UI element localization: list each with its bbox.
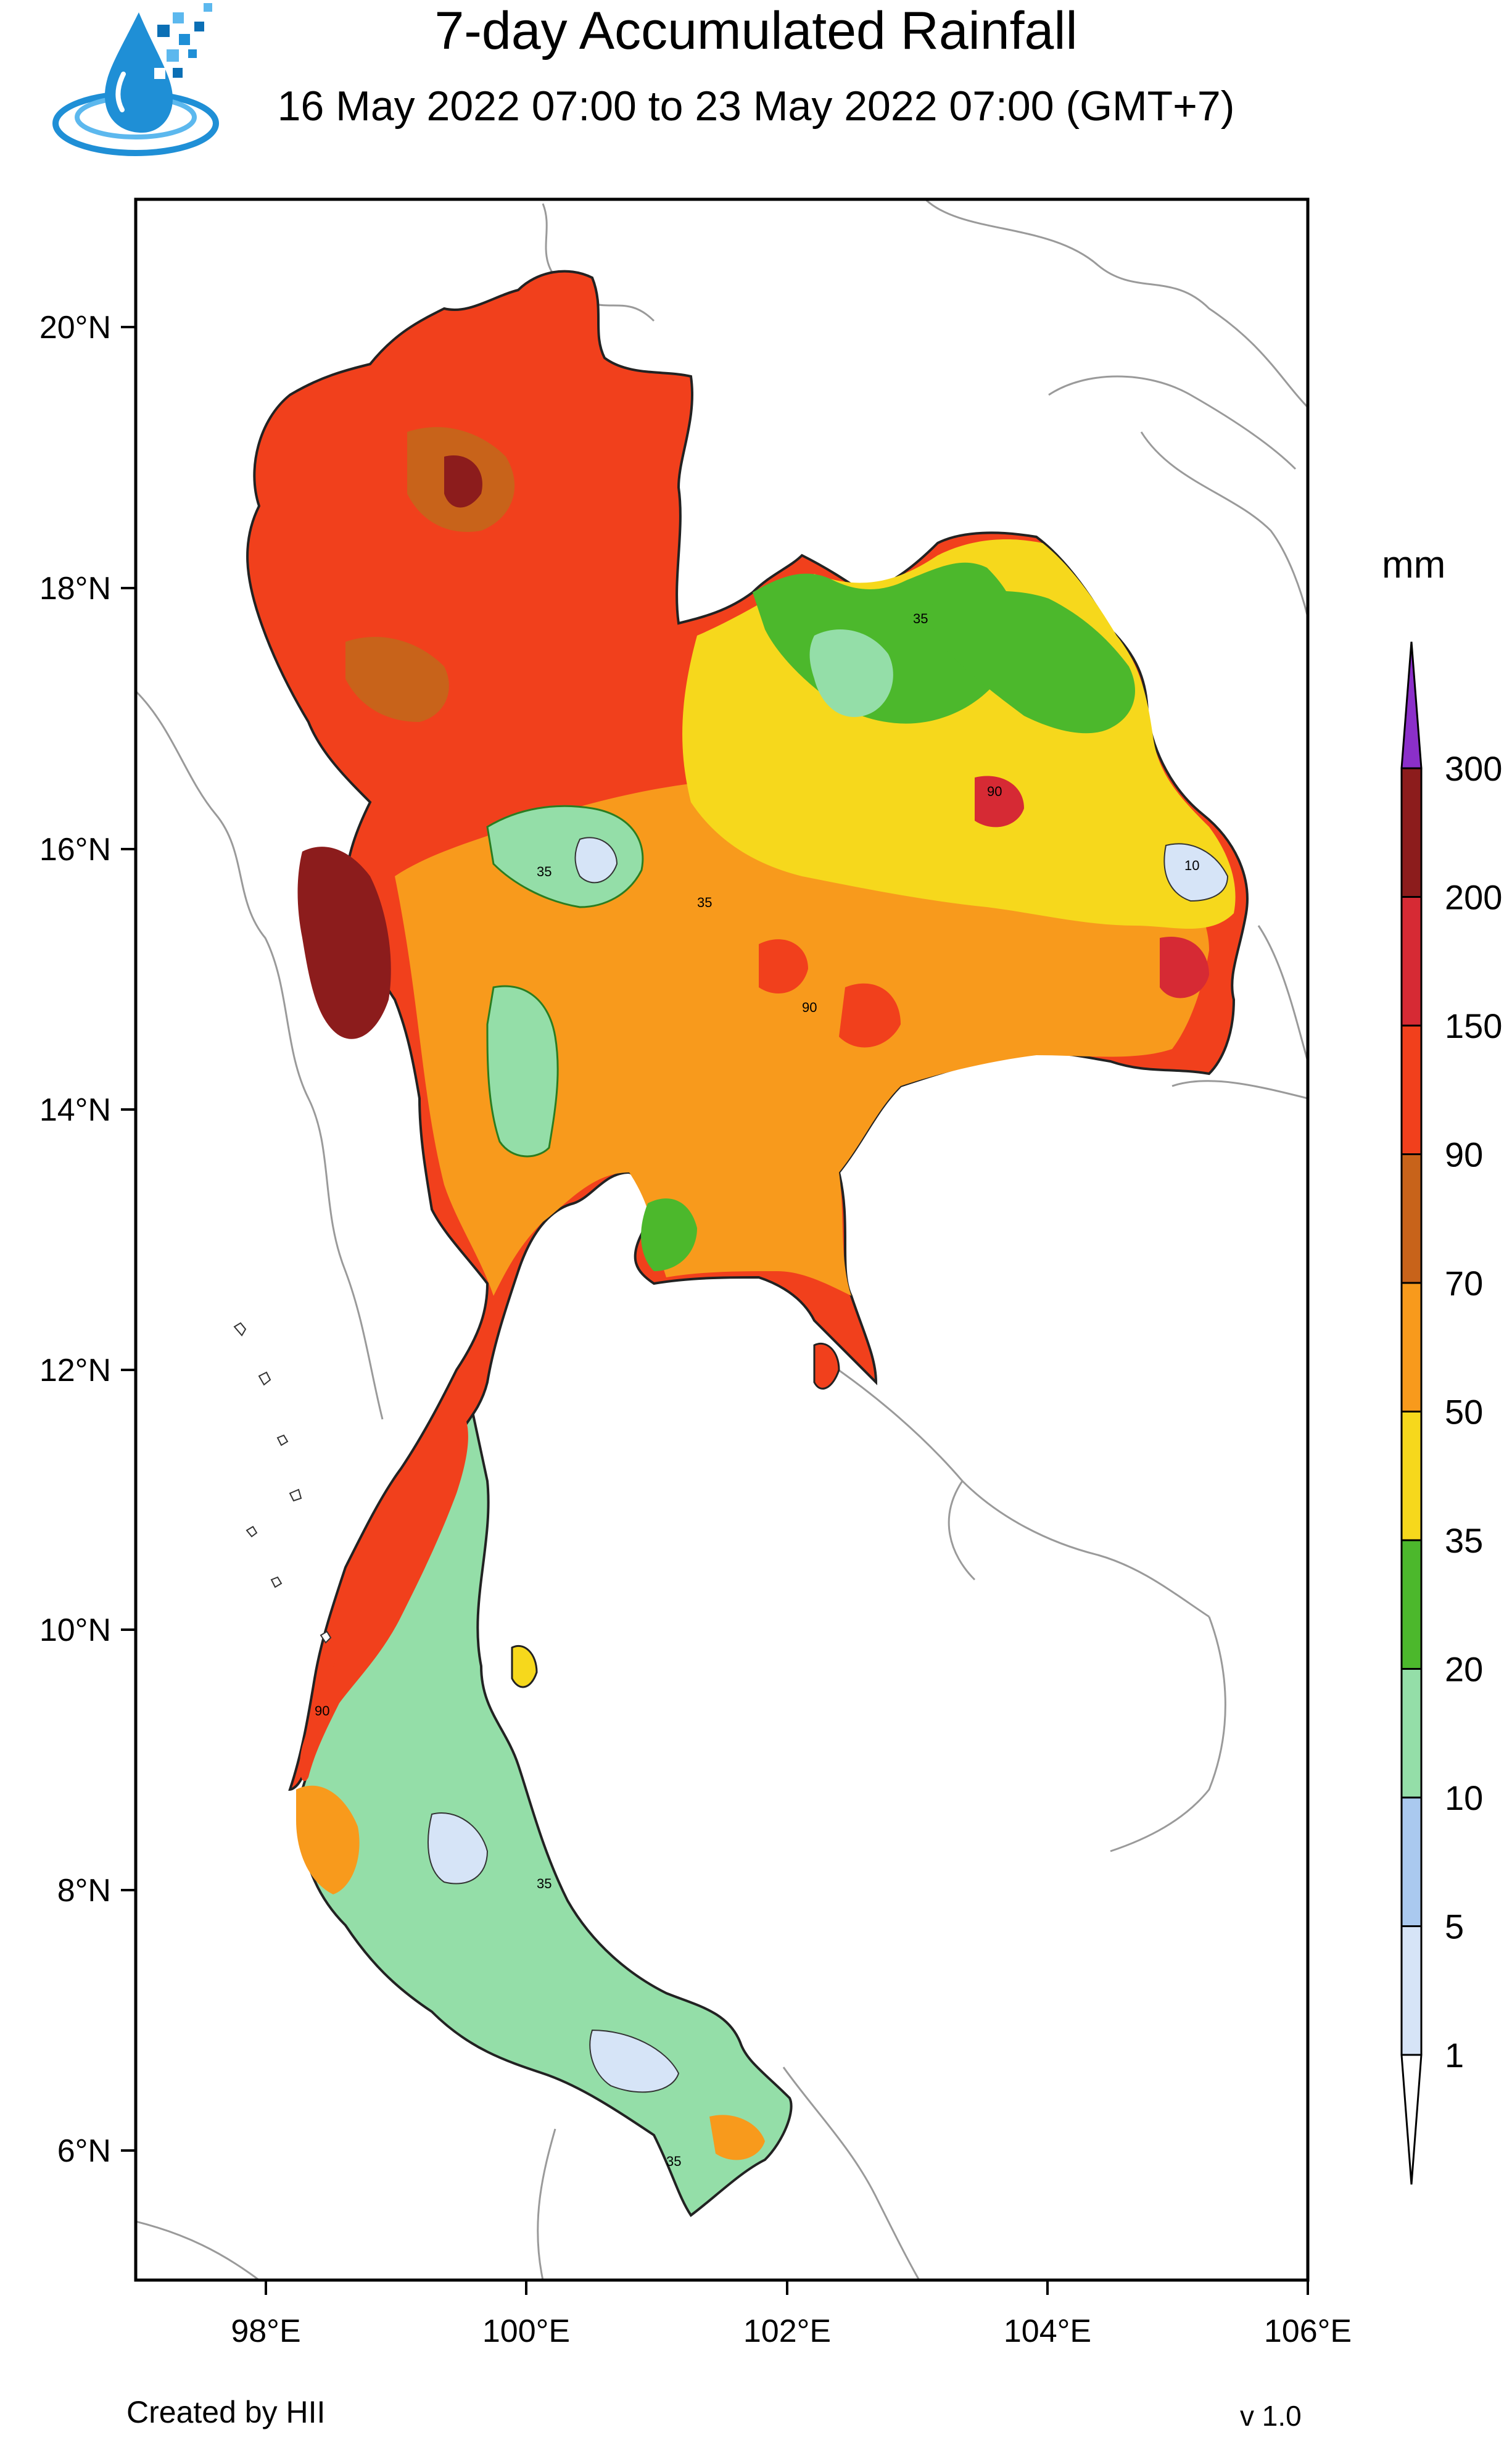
central-lightblue-patch [574,837,618,884]
colorbar-segment [1400,1024,1423,1155]
lat-label: 16°N [39,832,111,868]
northeast-lightgreen-patch [809,629,893,717]
colorbar-level-label: 200 [1445,878,1502,917]
map-subtitle: 16 May 2022 07:00 to 23 May 2022 07:00 (… [277,83,1235,130]
colorbar-level-label: 20 [1445,1650,1483,1689]
map-border [134,197,1310,2282]
colorbar-level-label: 90 [1445,1135,1483,1174]
lat-label: 20°N [39,310,111,346]
east-red-patch-4 [1160,937,1209,998]
colorbar-level-label: 5 [1445,1907,1464,1946]
colorbar-level-label: 35 [1445,1521,1483,1560]
lat-label: 6°N [57,2133,111,2169]
gulf-island [813,1343,840,1390]
samui-island [511,1645,538,1688]
lon-label: 104°E [1004,2313,1091,2349]
lon-label: 100°E [482,2313,570,2349]
north-orange-patch [345,637,449,722]
northeast-green-patch-2 [931,591,1135,734]
east-red-patch [759,939,808,993]
neighbour-borders [136,199,1308,2280]
south-lightblue-patch-2 [589,2029,680,2093]
colorbar-level-label: 50 [1445,1393,1483,1432]
colorbar: 1 5 10 20 35 50 70 90 150 200 300 [1400,641,1502,2185]
lon-label: 106°E [1264,2313,1352,2349]
lat-label: 18°N [39,571,111,607]
contour-label: 90 [315,1703,329,1719]
west-green-patch [486,985,559,1158]
lat-label: 12°N [39,1353,111,1388]
contour-label: 35 [537,1876,552,1891]
south-west-red-strip [299,1407,468,1781]
gulf-green-patch [641,1198,697,1271]
colorbar-segment [1400,1925,1423,2056]
contour-label: 35 [666,2154,681,2169]
contour-label: 90 [987,784,1002,799]
colorbar-segment [1400,896,1423,1027]
version-text: v 1.0 [1240,2400,1302,2432]
east-lightblue-patch [1163,843,1229,902]
andaman-islands [233,1322,332,1644]
lon-label: 98°E [231,2313,300,2349]
north-darkred-patch-2 [444,455,482,508]
colorbar-segment [1400,1796,1423,1927]
lat-label: 10°N [39,1612,111,1648]
contour-label: 90 [802,1000,817,1015]
south-orange-patch [296,1785,360,1894]
colorbar-segment [1400,1668,1423,1799]
map-content: 35 90 35 10 90 35 35 90 35 [136,199,1308,2280]
credit-text: Created by HII [126,2395,326,2429]
colorbar-top-triangle [1400,641,1423,769]
colorbar-bottom-triangle [1400,2054,1423,2185]
map-title: 7-day Accumulated Rainfall [434,1,1078,60]
colorbar-segment [1400,1411,1423,1541]
colorbar-segment [1400,1539,1423,1670]
colorbar-unit-label: mm [1382,544,1446,586]
south-lightblue-patch [428,1812,489,1885]
contour-label: 35 [697,895,712,910]
lat-label: 8°N [57,1873,111,1909]
water-drop-pixel-logo-icon [52,3,219,156]
central-green-patch [486,805,644,908]
south-tip-orange-patch [709,2115,765,2160]
lat-ticks [121,326,136,2152]
colorbar-level-label: 10 [1445,1778,1483,1817]
colorbar-level-label: 70 [1445,1264,1483,1303]
contour-label: 35 [913,611,928,626]
colorbar-segment [1400,1153,1423,1284]
colorbar-level-label: 300 [1445,749,1502,788]
east-red-patch-3 [975,776,1024,827]
east-red-patch-2 [839,983,901,1048]
lat-label: 14°N [39,1092,111,1128]
contour-label: 35 [537,864,552,879]
colorbar-segment [1400,767,1423,898]
colorbar-level-label: 150 [1445,1006,1502,1045]
colorbar-level-label: 1 [1445,2036,1464,2075]
lon-label: 102°E [743,2313,831,2349]
west-darkred-patch [297,847,391,1039]
contour-label: 10 [1184,858,1199,873]
lon-ticks [265,2280,1309,2295]
colorbar-segment [1400,1282,1423,1412]
